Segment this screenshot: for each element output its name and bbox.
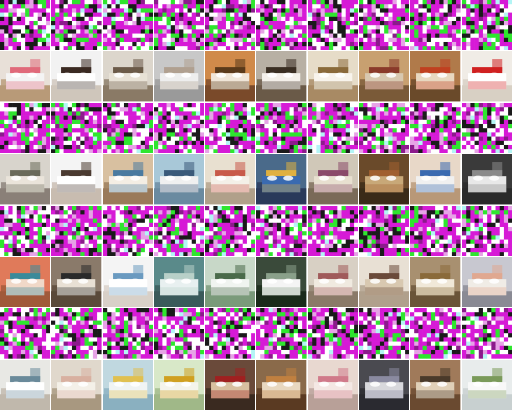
bedroom-photo <box>307 256 359 308</box>
bedroom-photo <box>410 154 461 205</box>
noise-tile <box>51 308 102 359</box>
noise-tile <box>102 0 153 51</box>
noise-tile <box>256 308 307 359</box>
noise-tile <box>359 102 410 154</box>
bedroom-photo <box>205 154 256 205</box>
noise-tile <box>359 308 410 359</box>
noise-tile <box>461 0 512 51</box>
bedroom-photo <box>359 51 410 102</box>
noise-tile <box>307 205 359 256</box>
bedroom-photo <box>0 256 51 308</box>
noise-tile <box>153 102 205 154</box>
bedroom-photo <box>410 51 461 102</box>
noise-tile <box>205 102 256 154</box>
noise-tile <box>153 205 205 256</box>
bedroom-photo <box>359 359 410 410</box>
noise-tile <box>153 0 205 51</box>
bedroom-photo <box>51 359 102 410</box>
bedroom-photo <box>102 154 153 205</box>
noise-tile <box>0 0 51 51</box>
noise-tile <box>410 102 461 154</box>
bedroom-photo <box>205 51 256 102</box>
bedroom-photo <box>256 154 307 205</box>
noise-tile <box>359 0 410 51</box>
bedroom-photo <box>307 154 359 205</box>
bedroom-photo <box>153 256 205 308</box>
bedroom-photo <box>307 359 359 410</box>
noise-tile <box>256 0 307 51</box>
noise-tile <box>307 308 359 359</box>
bedroom-photo <box>256 51 307 102</box>
noise-tile <box>307 0 359 51</box>
noise-tile <box>51 0 102 51</box>
noise-tile <box>205 0 256 51</box>
bedroom-photo <box>461 51 512 102</box>
noise-tile <box>0 205 51 256</box>
noise-tile <box>410 0 461 51</box>
noise-tile <box>359 205 410 256</box>
bedroom-photo <box>51 51 102 102</box>
bedroom-photo <box>0 51 51 102</box>
noise-tile <box>0 308 51 359</box>
noise-tile <box>102 308 153 359</box>
noise-tile <box>205 308 256 359</box>
bedroom-photo <box>410 256 461 308</box>
bedroom-photo <box>153 51 205 102</box>
bedroom-photo <box>461 256 512 308</box>
bedroom-photo <box>102 256 153 308</box>
noise-tile <box>51 205 102 256</box>
noise-tile <box>51 102 102 154</box>
noise-tile <box>307 102 359 154</box>
noise-tile <box>0 102 51 154</box>
bedroom-photo <box>102 359 153 410</box>
noise-tile <box>461 308 512 359</box>
bedroom-photo <box>461 359 512 410</box>
bedroom-photo <box>51 256 102 308</box>
noise-tile <box>256 102 307 154</box>
bedroom-photo <box>153 154 205 205</box>
bedroom-photo <box>410 359 461 410</box>
noise-tile <box>410 205 461 256</box>
bedroom-photo <box>102 51 153 102</box>
noise-tile <box>410 308 461 359</box>
noise-tile <box>102 102 153 154</box>
noise-tile <box>256 205 307 256</box>
noise-tile <box>153 308 205 359</box>
bedroom-photo <box>0 359 51 410</box>
bedroom-photo <box>205 359 256 410</box>
noise-tile <box>205 205 256 256</box>
noise-tile <box>461 102 512 154</box>
bedroom-photo <box>51 154 102 205</box>
noise-tile <box>461 205 512 256</box>
bedroom-photo <box>205 256 256 308</box>
bedroom-photo <box>359 154 410 205</box>
bedroom-photo <box>256 359 307 410</box>
bedroom-photo <box>359 256 410 308</box>
bedroom-photo <box>153 359 205 410</box>
bedroom-photo <box>461 154 512 205</box>
noise-tile <box>102 205 153 256</box>
bedroom-photo <box>256 256 307 308</box>
bedroom-photo <box>0 154 51 205</box>
bedroom-photo <box>307 51 359 102</box>
